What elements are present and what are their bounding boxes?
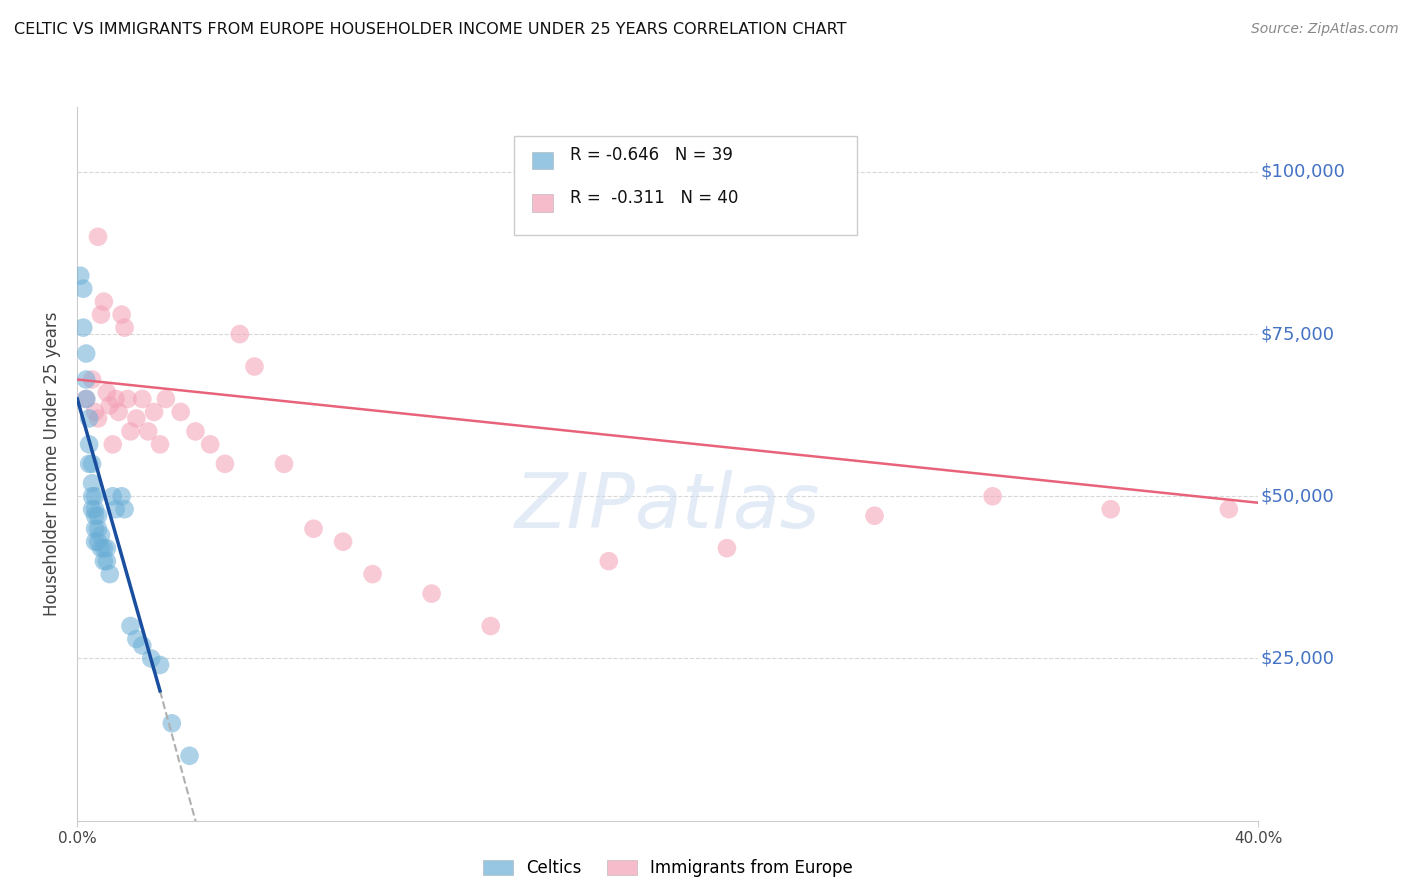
Point <box>155 392 177 406</box>
Point <box>1218 502 1240 516</box>
Point <box>200 437 222 451</box>
Text: $100,000: $100,000 <box>1261 163 1346 181</box>
Point <box>75 392 97 406</box>
Point <box>120 425 142 439</box>
Point <box>716 541 738 556</box>
Point <box>1099 502 1122 516</box>
Point <box>125 411 148 425</box>
Point <box>87 508 110 523</box>
Bar <box>531 152 553 169</box>
Point <box>72 320 94 334</box>
Point <box>84 522 107 536</box>
Point <box>243 359 266 374</box>
Point <box>82 457 104 471</box>
Point <box>184 425 207 439</box>
Point <box>598 554 620 568</box>
Point <box>90 308 112 322</box>
Text: CELTIC VS IMMIGRANTS FROM EUROPE HOUSEHOLDER INCOME UNDER 25 YEARS CORRELATION C: CELTIC VS IMMIGRANTS FROM EUROPE HOUSEHO… <box>14 22 846 37</box>
Point <box>179 748 201 763</box>
Bar <box>531 194 553 212</box>
Text: $50,000: $50,000 <box>1261 487 1334 505</box>
Point <box>101 437 124 451</box>
Point <box>114 320 136 334</box>
Point <box>75 392 97 406</box>
Point <box>125 632 148 646</box>
Point <box>131 392 153 406</box>
Point <box>111 489 132 503</box>
Point <box>75 372 97 386</box>
Point <box>101 489 124 503</box>
Point <box>141 651 163 665</box>
Text: ZIPatlas: ZIPatlas <box>515 470 821 543</box>
Point <box>479 619 502 633</box>
Point <box>84 405 107 419</box>
Point <box>120 619 142 633</box>
Point <box>981 489 1004 503</box>
Point <box>87 522 110 536</box>
Point <box>87 411 110 425</box>
Point <box>82 502 104 516</box>
Point <box>170 405 193 419</box>
Point <box>96 541 118 556</box>
Bar <box>515 136 856 235</box>
Point <box>98 567 121 582</box>
Point <box>104 392 127 406</box>
Point <box>149 437 172 451</box>
Point <box>117 392 139 406</box>
Y-axis label: Householder Income Under 25 years: Householder Income Under 25 years <box>44 311 62 616</box>
Point <box>84 508 107 523</box>
Legend: Celtics, Immigrants from Europe: Celtics, Immigrants from Europe <box>477 853 859 884</box>
Point <box>104 502 127 516</box>
Point <box>87 534 110 549</box>
Point <box>160 716 183 731</box>
Point <box>131 639 153 653</box>
Point <box>84 502 107 516</box>
Point <box>302 522 325 536</box>
Point <box>82 372 104 386</box>
Point <box>84 534 107 549</box>
Point <box>87 229 110 244</box>
Point <box>93 294 115 309</box>
Point <box>82 476 104 491</box>
Point <box>96 385 118 400</box>
Point <box>332 534 354 549</box>
Point <box>114 502 136 516</box>
Point <box>75 346 97 360</box>
Point <box>84 489 107 503</box>
Point <box>77 411 100 425</box>
Point <box>228 327 252 342</box>
Point <box>273 457 295 471</box>
Point <box>72 282 94 296</box>
Point <box>93 541 115 556</box>
Point <box>98 399 121 413</box>
Point <box>214 457 236 471</box>
Point <box>149 657 172 672</box>
Point <box>420 586 443 600</box>
Text: Source: ZipAtlas.com: Source: ZipAtlas.com <box>1251 22 1399 37</box>
Point <box>69 268 91 283</box>
Point <box>90 541 112 556</box>
Point <box>82 489 104 503</box>
Text: $25,000: $25,000 <box>1261 649 1334 667</box>
Point <box>361 567 384 582</box>
Point <box>111 308 132 322</box>
Point <box>863 508 886 523</box>
Text: R =  -0.311   N = 40: R = -0.311 N = 40 <box>571 189 738 207</box>
Point <box>143 405 166 419</box>
Point <box>96 554 118 568</box>
Point <box>136 425 159 439</box>
Point <box>93 554 115 568</box>
Point <box>77 457 100 471</box>
Text: R = -0.646   N = 39: R = -0.646 N = 39 <box>571 146 734 164</box>
Point <box>107 405 129 419</box>
Text: $75,000: $75,000 <box>1261 325 1334 343</box>
Point <box>90 528 112 542</box>
Point <box>77 437 100 451</box>
